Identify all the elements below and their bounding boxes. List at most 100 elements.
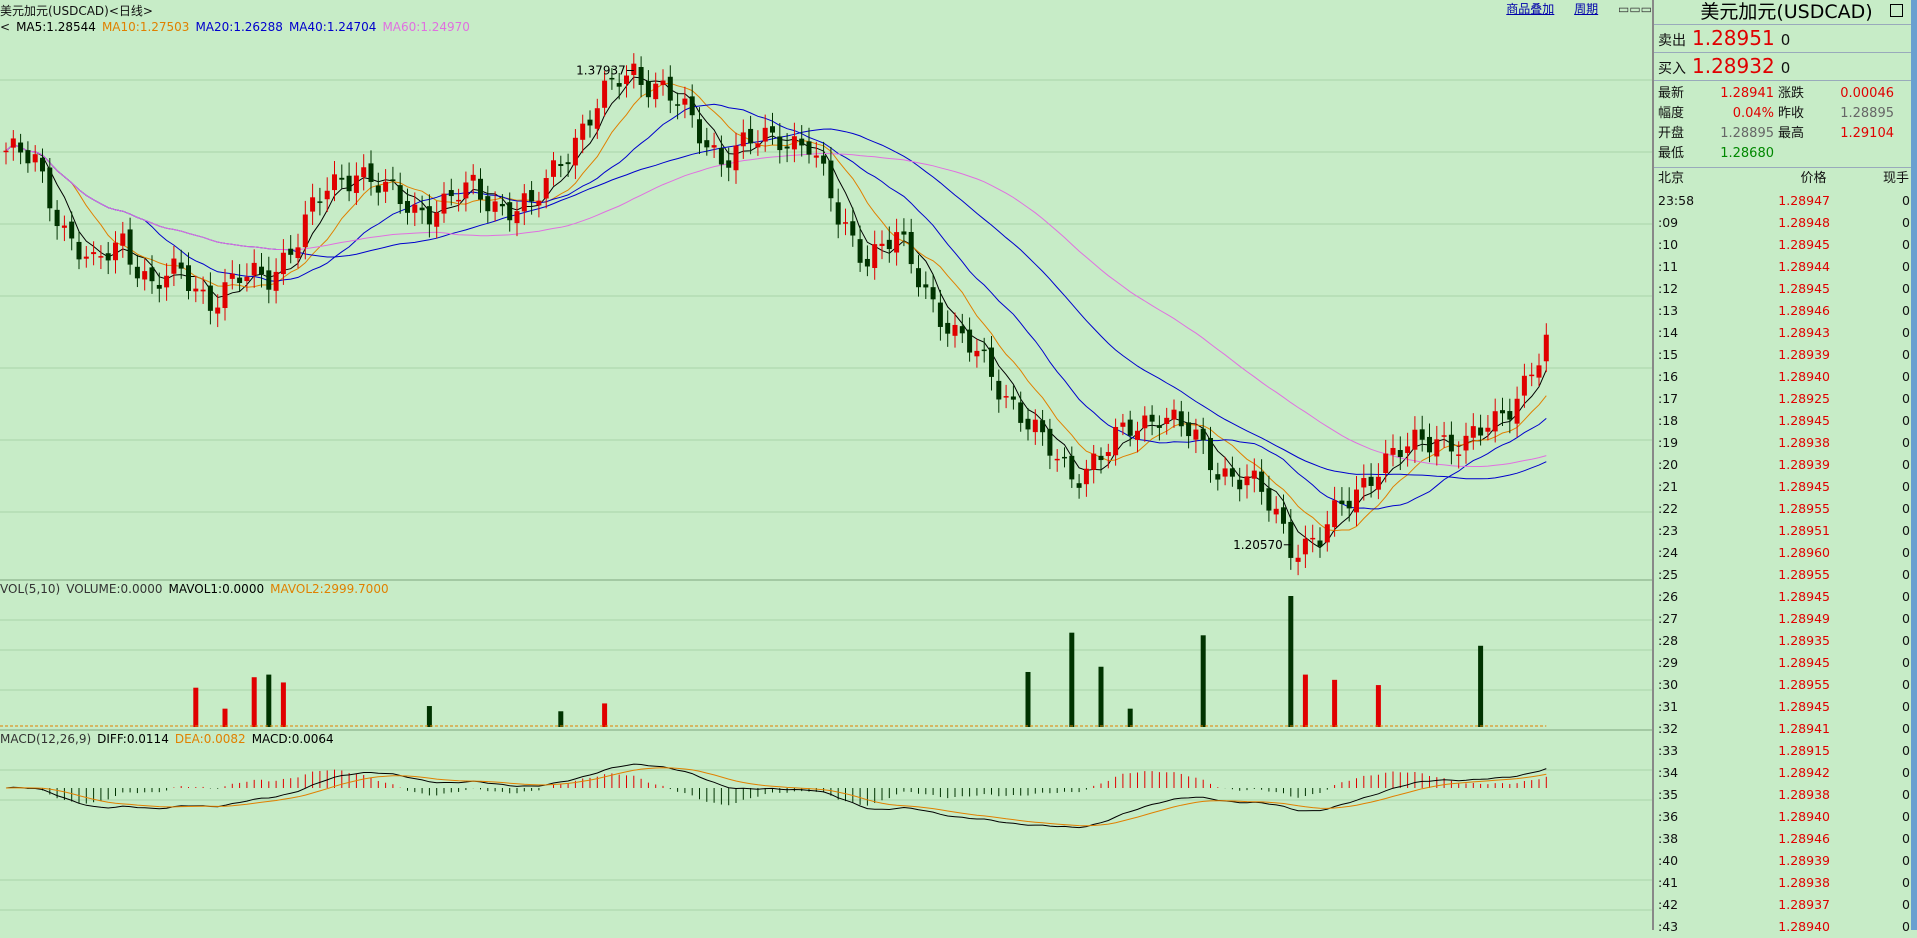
candle-body xyxy=(1346,500,1352,509)
candle-body xyxy=(1018,402,1024,423)
tick-price: 1.28939 xyxy=(1778,853,1830,868)
ma10-line xyxy=(5,82,1547,532)
tick-row: :22 1.28955 0 xyxy=(1654,498,1917,520)
tick-row: 23:58 1.28947 0 xyxy=(1654,190,1917,212)
overlay-button[interactable]: 商品叠加 xyxy=(1506,2,1555,16)
candle-body xyxy=(1186,422,1192,437)
candle-body xyxy=(1478,427,1484,436)
tick-time: :31 xyxy=(1658,699,1679,714)
candle-body xyxy=(1105,452,1111,457)
candle-body xyxy=(521,193,527,212)
candle-body xyxy=(259,266,264,275)
candle-body xyxy=(47,167,53,209)
tick-price: 1.28925 xyxy=(1778,391,1830,406)
tick-time: :10 xyxy=(1658,237,1679,252)
volume-bar xyxy=(602,703,608,727)
candle-body xyxy=(879,243,885,246)
legend-item: MA20:1.26288 xyxy=(195,20,283,34)
tick-time: :36 xyxy=(1658,809,1679,824)
candle-body xyxy=(886,239,892,250)
chart-toolbar: 商品叠加 周期 ▭▭▭ xyxy=(1490,0,1652,18)
layout-icon[interactable]: ▭▭▭ xyxy=(1617,2,1652,16)
tick-price: 1.28947 xyxy=(1778,193,1830,208)
tick-qty: 0 xyxy=(1902,853,1910,868)
candle-body xyxy=(332,174,337,191)
tick-qty: 0 xyxy=(1902,655,1910,670)
candle-body xyxy=(1222,468,1228,477)
stat-label xyxy=(1778,144,1822,164)
candle-body xyxy=(178,262,184,269)
candle-body xyxy=(1281,507,1286,524)
period-button[interactable]: 周期 xyxy=(1574,2,1599,16)
candle-body xyxy=(689,96,695,116)
candle-body xyxy=(967,329,973,353)
candle-body xyxy=(1244,476,1250,486)
candle-body xyxy=(806,141,812,155)
scrollbar[interactable] xyxy=(1911,0,1917,930)
candle-body xyxy=(908,231,914,265)
stat-label: 最低 xyxy=(1658,146,1685,161)
candle-body xyxy=(1237,479,1243,490)
candle-body xyxy=(76,241,82,260)
tick-time: :42 xyxy=(1658,897,1679,912)
volume-bar xyxy=(1332,679,1338,727)
candle-body xyxy=(704,140,710,148)
tick-list[interactable]: 23:58 1.28947 0:09 1.28948 0:10 1.28945 0:11 1.… xyxy=(1654,190,1917,938)
tick-row: :24 1.28960 0 xyxy=(1654,542,1917,564)
stat-value: 1.28680 xyxy=(1720,146,1774,161)
tick-qty: 0 xyxy=(1902,193,1910,208)
candle-body xyxy=(1500,410,1505,414)
tick-row: :14 1.28943 0 xyxy=(1654,322,1917,344)
stat-value: 1.28895 xyxy=(1720,126,1774,141)
chart-area[interactable]: 1.37937 1.20570 < MA5:1.28544 MA10:1.27503 M… xyxy=(0,0,1652,930)
candle-body xyxy=(697,119,702,144)
candle-body xyxy=(1062,456,1067,459)
legend-item: DEA:0.0082 xyxy=(174,732,246,746)
volume-bar xyxy=(280,682,286,727)
volume-bar xyxy=(266,674,272,727)
tick-time: :21 xyxy=(1658,479,1679,494)
tick-time: :09 xyxy=(1658,215,1679,230)
candle-body xyxy=(813,155,819,158)
tick-time: :13 xyxy=(1658,303,1679,318)
candle-body xyxy=(835,202,841,225)
volume-bar xyxy=(193,687,199,727)
candle-body xyxy=(317,201,323,203)
tick-row: :11 1.28944 0 xyxy=(1654,256,1917,278)
volume-bar xyxy=(1098,666,1104,727)
buy-row: 买入 1.28932 0 xyxy=(1654,53,1917,81)
tick-price: 1.28949 xyxy=(1778,611,1830,626)
tick-row: :35 1.28938 0 xyxy=(1654,784,1917,806)
candle-body xyxy=(280,252,286,275)
candle-body xyxy=(1010,396,1016,400)
candle-body xyxy=(456,199,462,202)
candle-body xyxy=(244,276,250,282)
candle-body xyxy=(711,145,717,148)
restore-icon[interactable] xyxy=(1890,4,1903,17)
candle-body xyxy=(492,201,498,212)
candle-body xyxy=(1149,414,1155,422)
tick-price: 1.28937 xyxy=(1778,897,1830,912)
volume-bar xyxy=(558,711,564,727)
candle-body xyxy=(748,128,754,144)
tick-time: :19 xyxy=(1658,435,1679,450)
low-label: 1.20570 xyxy=(1233,538,1283,552)
candle-body xyxy=(164,275,170,288)
candle-body xyxy=(353,175,359,193)
candle-body xyxy=(572,137,578,166)
candle-body xyxy=(1076,483,1082,488)
candle-body xyxy=(1507,411,1513,420)
candlestick-chart[interactable]: 1.37937 1.20570 xyxy=(0,0,1652,930)
candle-body xyxy=(142,271,148,280)
stat-value: 1.28895 xyxy=(1840,106,1894,121)
candle-body xyxy=(1310,537,1316,540)
candle-body xyxy=(1361,478,1367,488)
tick-row: :28 1.28935 0 xyxy=(1654,630,1917,652)
candle-body xyxy=(273,271,279,291)
candle-body xyxy=(499,203,505,207)
candle-body xyxy=(302,214,308,248)
candle-body xyxy=(1003,396,1009,398)
tick-price: 1.28940 xyxy=(1778,809,1830,824)
candle-body xyxy=(368,163,374,182)
candle-body xyxy=(989,347,994,377)
